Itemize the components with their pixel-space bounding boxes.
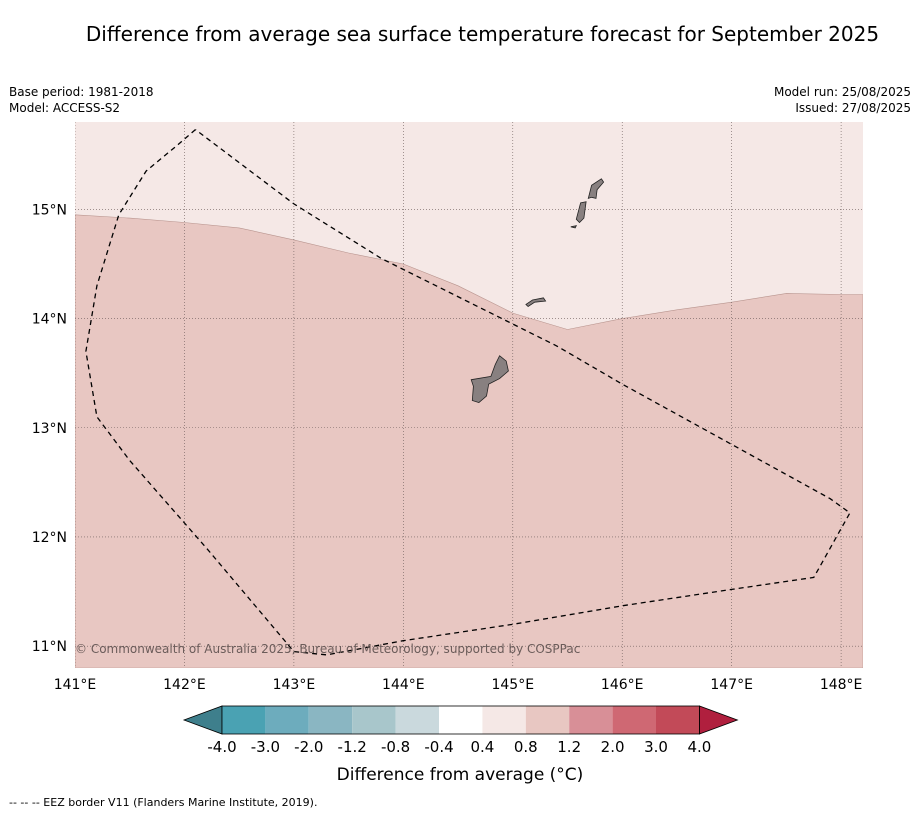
model-run-label: Model run: 25/08/2025 [773,85,911,99]
colorbar: -4.0 -3.0 -2.0 -1.2 -0.8 -0.4 0.4 0.8 1.2 2.0 3.0 4… [182,705,739,756]
island-aguijan [570,225,578,229]
map-gridlines [75,122,863,668]
colorbar-tick-label: 2.0 [601,738,625,756]
colorbar-extend-low [182,705,223,735]
lon-tick-label: 143°E [273,677,316,693]
lon-tick-label: 146°E [601,677,644,693]
eez-legend-note: -- -- -- EEZ border V11 (Flanders Marine… [9,796,318,809]
lat-tick-label: 15°N [32,202,67,218]
colorbar-segment [352,706,396,734]
island-rota [525,297,547,308]
lon-tick-label: 144°E [382,677,425,693]
model-label: Model: ACCESS-S2 [9,101,121,115]
lon-tick-label: 142°E [163,677,206,693]
colorbar-tick-label: -0.4 [424,738,453,756]
colorbar-segment [482,706,526,734]
base-period-label: Base period: 1981-2018 [9,85,154,99]
chart-title: Difference from average sea surface temp… [85,22,880,46]
latitude-tick-labels: 11°N 12°N 13°N 14°N 15°N [32,202,67,655]
colorbar-segment [308,706,353,734]
metadata-left: Base period: 1981-2018 Model: ACCESS-S2 [9,84,154,116]
lon-tick-label: 145°E [491,677,534,693]
issued-label: Issued: 27/08/2025 [795,101,911,115]
colorbar-tick-label: 0.4 [470,738,494,756]
attribution-text: © Commonwealth of Australia 2025, Bureau… [75,642,580,656]
colorbar-segment [656,706,700,734]
lat-tick-label: 13°N [32,421,67,437]
colorbar-tick-label: 3.0 [644,738,668,756]
colorbar-segment [222,706,266,734]
island-saipan [587,178,605,200]
colorbar-extend-high [699,705,739,735]
lon-tick-label: 148°E [820,677,863,693]
lon-tick-label: 147°E [710,677,753,693]
colorbar-tick-label: 4.0 [687,738,711,756]
colorbar-segment [395,706,439,734]
colorbar-segment [525,706,570,734]
lat-tick-label: 11°N [32,639,67,655]
colorbar-segment [265,706,309,734]
colorbar-tick-label: -1.2 [338,738,367,756]
colorbar-tick-label: 1.2 [557,738,581,756]
islands [470,178,605,404]
longitude-tick-labels: 141°E 142°E 143°E 144°E 145°E 146°E 147°E 148°E [54,677,863,693]
lat-tick-label: 12°N [32,530,67,546]
metadata-right: Model run: 25/08/2025 Issued: 27/08/2025 [774,84,911,116]
colorbar-label: Difference from average (°C) [337,765,584,785]
colorbar-tick-label: -4.0 [207,738,236,756]
island-tinian [575,201,587,224]
colorbar-frame [221,705,700,735]
lat-tick-label: 14°N [32,312,67,328]
island-guam [470,355,509,404]
colorbar-tick-label: -3.0 [251,738,280,756]
eez-border [85,129,851,656]
anomaly-zone-0-8-1-2 [75,214,863,668]
colorbar-segment [612,706,656,734]
colorbar-tick-label: -0.8 [381,738,410,756]
map-plot-area [75,122,863,668]
colorbar-segment [439,706,483,734]
colorbar-tick-label: 0.8 [514,738,538,756]
colorbar-tick-label: -2.0 [294,738,323,756]
colorbar-segment [569,706,613,734]
lon-tick-label: 141°E [54,677,97,693]
